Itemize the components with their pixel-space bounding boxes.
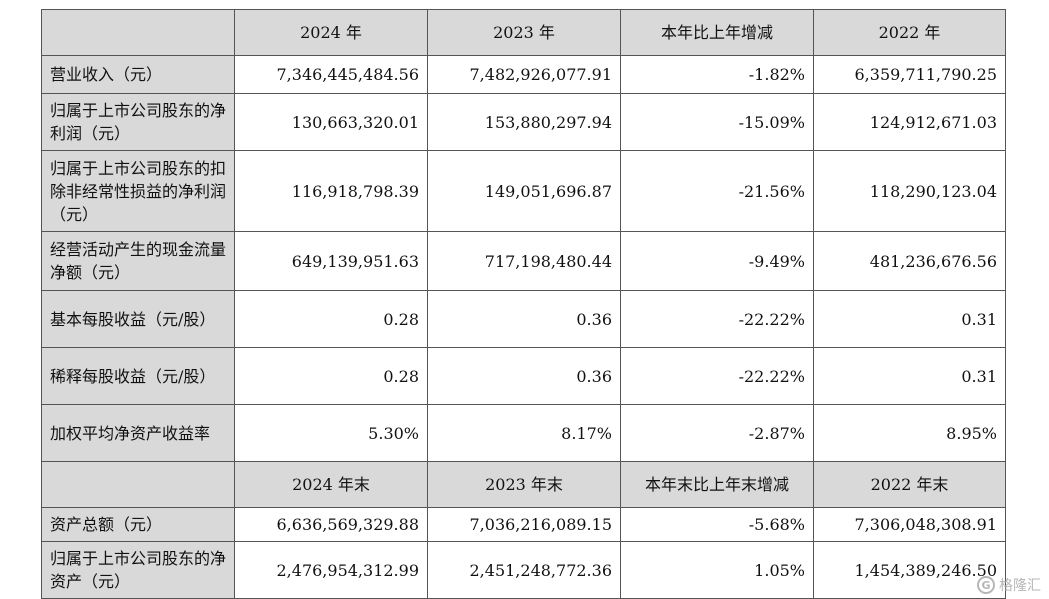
row-label: 经营活动产生的现金流量净额（元） <box>41 231 235 291</box>
cell-value: -2.87% <box>620 404 814 462</box>
cell-value: 116,918,798.39 <box>234 150 428 232</box>
table-row: 归属于上市公司股东的扣除非经常性损益的净利润（元） 116,918,798.39… <box>41 150 1006 232</box>
cell-value: 7,306,048,308.91 <box>813 507 1006 542</box>
table-row: 归属于上市公司股东的净资产（元） 2,476,954,312.99 2,451,… <box>41 541 1006 599</box>
cell-value: 6,636,569,329.88 <box>234 507 428 542</box>
cell-value: 2,476,954,312.99 <box>234 541 428 599</box>
cell-value: 0.31 <box>813 290 1006 348</box>
watermark: G 格隆汇 <box>977 575 1041 595</box>
cell-value: 5.30% <box>234 404 428 462</box>
table-row: 加权平均净资产收益率 5.30% 8.17% -2.87% 8.95% <box>41 404 1006 462</box>
row-label: 归属于上市公司股东的扣除非经常性损益的净利润（元） <box>41 150 235 232</box>
cell-value: 481,236,676.56 <box>813 231 1006 291</box>
header-2024: 2024 年 <box>234 9 428 56</box>
cell-value: 124,912,671.03 <box>813 93 1006 151</box>
cell-value: 7,482,926,077.91 <box>427 55 621 94</box>
header-2023: 2023 年 <box>427 9 621 56</box>
row-label: 营业收入（元） <box>41 55 235 94</box>
header-2022-year-end: 2022 年末 <box>813 461 1006 508</box>
cell-value: 130,663,320.01 <box>234 93 428 151</box>
cell-value: -5.68% <box>620 507 814 542</box>
table-row: 基本每股收益（元/股） 0.28 0.36 -22.22% 0.31 <box>41 290 1006 348</box>
row-label: 归属于上市公司股东的净资产（元） <box>41 541 235 599</box>
cell-value: 1,454,389,246.50 <box>813 541 1006 599</box>
cell-value: -9.49% <box>620 231 814 291</box>
cell-value: 7,036,216,089.15 <box>427 507 621 542</box>
cell-value: 118,290,123.04 <box>813 150 1006 232</box>
row-label: 加权平均净资产收益率 <box>41 404 235 462</box>
cell-value: -1.82% <box>620 55 814 94</box>
cell-value: 2,451,248,772.36 <box>427 541 621 599</box>
cell-value: 649,139,951.63 <box>234 231 428 291</box>
cell-value: 149,051,696.87 <box>427 150 621 232</box>
cell-value: 153,880,297.94 <box>427 93 621 151</box>
row-label: 稀释每股收益（元/股） <box>41 347 235 405</box>
cell-value: -22.22% <box>620 347 814 405</box>
cell-value: -22.22% <box>620 290 814 348</box>
cell-value: 7,346,445,484.56 <box>234 55 428 94</box>
header-yoy-change: 本年比上年增减 <box>620 9 814 56</box>
cell-value: 0.36 <box>427 347 621 405</box>
table-row: 营业收入（元） 7,346,445,484.56 7,482,926,077.9… <box>41 55 1006 94</box>
cell-value: 0.28 <box>234 290 428 348</box>
cell-value: 0.31 <box>813 347 1006 405</box>
header-year-end-change: 本年末比上年末增减 <box>620 461 814 508</box>
row-label: 基本每股收益（元/股） <box>41 290 235 348</box>
cell-value: 8.17% <box>427 404 621 462</box>
header-2022: 2022 年 <box>813 9 1006 56</box>
cell-value: 8.95% <box>813 404 1006 462</box>
row-label: 归属于上市公司股东的净利润（元） <box>41 93 235 151</box>
row-label: 资产总额（元） <box>41 507 235 542</box>
watermark-text: 格隆汇 <box>999 578 1041 594</box>
cell-value: -21.56% <box>620 150 814 232</box>
financial-summary-table: 2024 年 2023 年 本年比上年增减 2022 年 营业收入（元） 7,3… <box>41 9 1006 599</box>
header-corner-cell <box>41 461 235 508</box>
cell-value: -15.09% <box>620 93 814 151</box>
table-row: 经营活动产生的现金流量净额（元） 649,139,951.63 717,198,… <box>41 231 1006 291</box>
watermark-logo-icon: G <box>977 576 995 594</box>
cell-value: 717,198,480.44 <box>427 231 621 291</box>
cell-value: 0.28 <box>234 347 428 405</box>
cell-value: 0.36 <box>427 290 621 348</box>
header-2024-year-end: 2024 年末 <box>234 461 428 508</box>
table-header-row-year-end: 2024 年末 2023 年末 本年末比上年末增减 2022 年末 <box>41 461 1006 508</box>
header-corner-cell <box>41 9 235 56</box>
table-header-row: 2024 年 2023 年 本年比上年增减 2022 年 <box>41 9 1006 56</box>
cell-value: 6,359,711,790.25 <box>813 55 1006 94</box>
table-row: 稀释每股收益（元/股） 0.28 0.36 -22.22% 0.31 <box>41 347 1006 405</box>
table-row: 资产总额（元） 6,636,569,329.88 7,036,216,089.1… <box>41 507 1006 542</box>
header-2023-year-end: 2023 年末 <box>427 461 621 508</box>
cell-value: 1.05% <box>620 541 814 599</box>
table-row: 归属于上市公司股东的净利润（元） 130,663,320.01 153,880,… <box>41 93 1006 151</box>
